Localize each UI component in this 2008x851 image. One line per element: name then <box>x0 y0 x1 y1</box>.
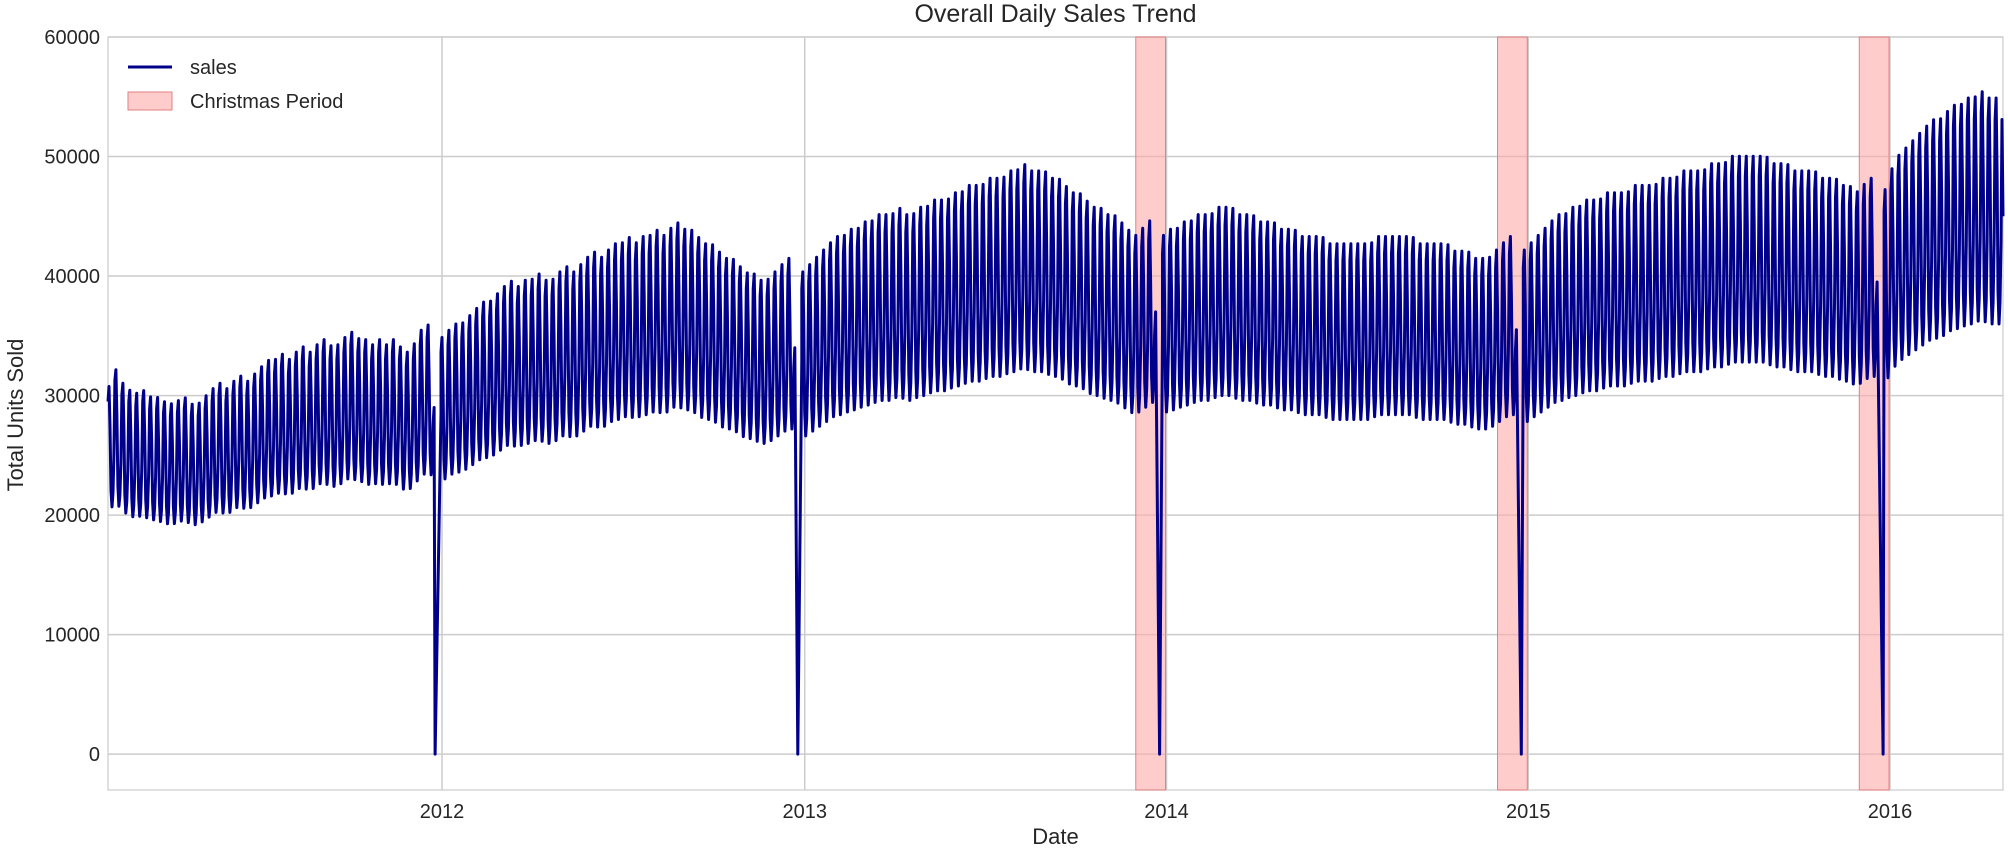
y-tick-label: 0 <box>89 744 100 766</box>
legend-label-christmas: Christmas Period <box>190 91 343 113</box>
y-tick-label: 10000 <box>44 625 100 647</box>
legend-label-sales: sales <box>190 57 237 79</box>
x-tick-label: 2012 <box>420 801 465 823</box>
x-tick-label: 2013 <box>782 801 827 823</box>
y-tick-label: 60000 <box>44 27 100 49</box>
x-tick-label: 2015 <box>1506 801 1551 823</box>
y-tick-label: 30000 <box>44 386 100 408</box>
y-tick-label: 20000 <box>44 505 100 527</box>
y-tick-label: 50000 <box>44 147 100 169</box>
x-tick-label: 2016 <box>1868 801 1913 823</box>
legend-swatch-christmas <box>127 91 173 111</box>
sales-series-line <box>106 90 2005 756</box>
chart-title: Overall Daily Sales Trend <box>914 0 1197 28</box>
x-tick-label: 2014 <box>1144 801 1189 823</box>
x-axis-label: Date <box>1032 824 1079 849</box>
y-tick-label: 40000 <box>44 266 100 288</box>
y-axis-label: Total Units Sold <box>3 338 28 492</box>
